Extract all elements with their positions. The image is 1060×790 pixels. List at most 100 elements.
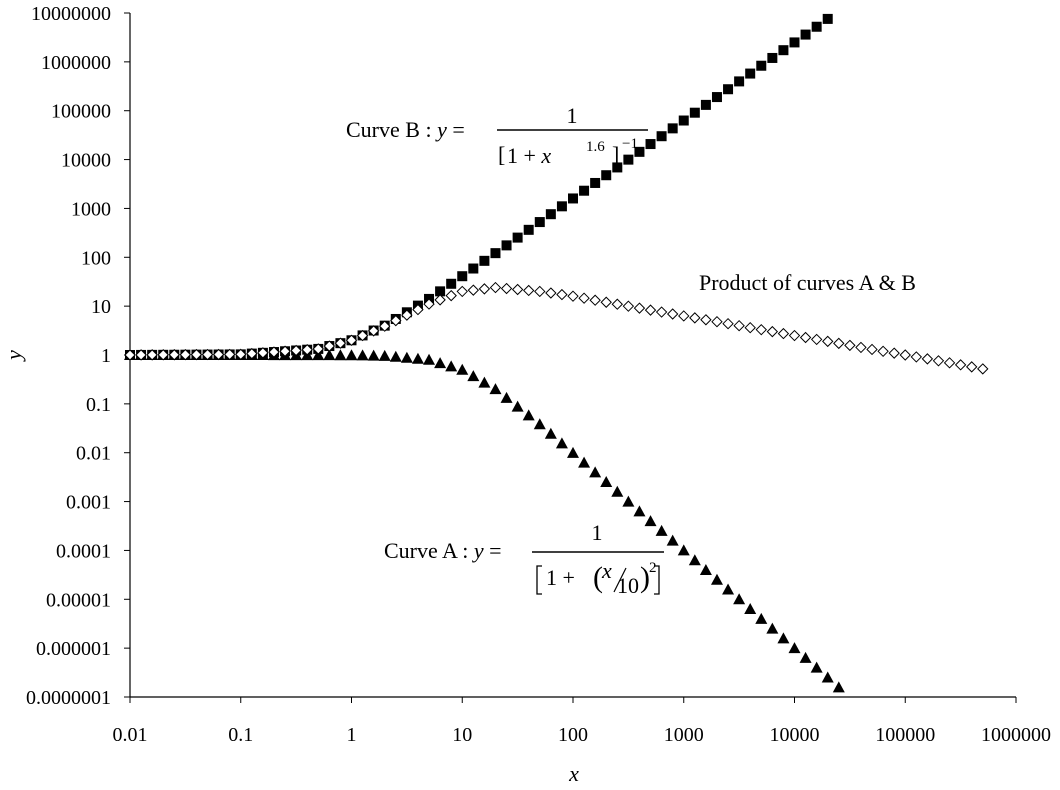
marker-diamond: [722, 317, 734, 330]
marker-triangle: [367, 349, 380, 361]
curve-a-var: y: [472, 538, 484, 563]
curve-a-bracket-left: [536, 565, 542, 595]
curve-a-bracket-right: [654, 565, 660, 595]
marker-diamond: [522, 284, 535, 297]
curve-a-den-base: 1 +: [546, 565, 575, 590]
marker-diamond: [179, 348, 192, 361]
marker-square: [800, 29, 811, 40]
marker-square: [811, 21, 822, 32]
marker-triangle: [378, 349, 391, 361]
marker-diamond: [456, 285, 468, 298]
marker-diamond: [644, 304, 657, 316]
marker-triangle: [522, 409, 535, 421]
curve-a-frac-den: 10: [617, 573, 639, 598]
marker-square: [789, 37, 800, 48]
marker-diamond: [844, 339, 856, 352]
marker-diamond: [810, 333, 823, 346]
series-triangle: [124, 349, 845, 693]
marker-diamond: [434, 294, 446, 306]
marker-triangle: [832, 681, 845, 693]
marker-square: [645, 139, 656, 150]
curve-a-annotation: Curve A : y = 1 1 + ( x 10 ) 2: [384, 520, 664, 598]
marker-diamond: [323, 340, 336, 352]
marker-triangle: [544, 427, 557, 439]
y-tick-label: 1: [101, 345, 111, 367]
marker-diamond: [201, 348, 214, 361]
y-tick-label: 0.00001: [46, 589, 111, 611]
marks: [124, 13, 989, 693]
marker-diamond: [833, 337, 845, 350]
marker-square: [634, 146, 645, 157]
marker-diamond: [822, 335, 834, 348]
marker-triangle: [777, 632, 790, 644]
marker-square: [734, 76, 745, 87]
curve-b-outer-exponent: −1: [622, 136, 638, 152]
marker-diamond: [168, 349, 181, 361]
y-tick-label: 0.01: [76, 443, 111, 465]
marker-square: [601, 170, 612, 181]
marker-triangle: [500, 391, 513, 403]
marker-diamond: [312, 343, 324, 355]
x-tick-label: 100000: [875, 724, 935, 746]
curve-b-var: y: [435, 117, 447, 142]
marker-triangle: [456, 363, 469, 375]
marker-diamond: [467, 284, 480, 296]
marker-diamond: [223, 348, 236, 361]
marker-triangle: [699, 563, 712, 575]
marker-triangle: [677, 544, 690, 556]
marker-triangle: [389, 350, 402, 362]
marker-triangle: [688, 554, 701, 566]
marker-triangle: [533, 418, 546, 430]
y-tick-label: 0.1: [86, 394, 111, 416]
marker-triangle: [434, 357, 447, 369]
x-tick-label: 1: [347, 724, 357, 746]
marker-diamond: [478, 283, 491, 295]
y-tick-label: 1000000: [41, 52, 111, 74]
curve-a-exponent: 2: [649, 560, 657, 576]
marker-square: [711, 92, 722, 103]
marker-triangle: [600, 476, 613, 488]
marker-diamond: [489, 281, 502, 294]
marker-diamond: [500, 282, 513, 295]
curve-b-den-base: 1 +: [507, 143, 541, 168]
marker-square: [545, 209, 556, 220]
marker-square: [590, 177, 601, 188]
marker-square: [612, 162, 623, 173]
marker-diamond: [954, 359, 967, 371]
marker-diamond: [290, 344, 302, 357]
marker-triangle: [633, 505, 646, 517]
svg-text:Curve B : y =: Curve B : y =: [346, 117, 465, 142]
marker-triangle: [710, 573, 723, 585]
marker-diamond: [899, 349, 911, 361]
marker-square: [490, 248, 501, 259]
marker-diamond: [622, 300, 635, 312]
marker-diamond: [888, 347, 900, 359]
ticks: 0.01 0.1 1 10 100 1000 10000 100000 100000010000…: [26, 3, 1051, 746]
marker-diamond: [511, 283, 524, 296]
marker-triangle: [655, 524, 668, 536]
marker-square: [468, 263, 479, 274]
y-tick-label: 1000: [71, 198, 111, 220]
marker-triangle: [323, 349, 336, 361]
curve-b-bracket-right: ]: [612, 142, 619, 167]
marker-square: [822, 13, 833, 24]
marker-square: [556, 201, 567, 212]
marker-diamond: [965, 361, 978, 373]
curve-b-eq: =: [447, 117, 465, 142]
marker-triangle: [744, 603, 757, 615]
y-tick-label: 10: [91, 296, 111, 318]
marker-diamond: [633, 302, 646, 314]
x-tick-label: 0.1: [228, 724, 253, 746]
marker-square: [778, 45, 789, 56]
marker-diamond: [246, 347, 258, 360]
curve-b-exponent: 1.6: [586, 139, 605, 155]
marker-diamond: [135, 349, 147, 361]
marker-square: [667, 123, 678, 134]
x-tick-label: 0.01: [113, 724, 148, 746]
curve-a-frac-slash: [613, 567, 627, 593]
marker-diamond: [655, 306, 668, 318]
x-tick-label: 1000: [664, 724, 704, 746]
marker-square: [568, 193, 578, 204]
y-tick-label: 10000: [61, 150, 111, 172]
marker-triangle: [489, 383, 502, 395]
